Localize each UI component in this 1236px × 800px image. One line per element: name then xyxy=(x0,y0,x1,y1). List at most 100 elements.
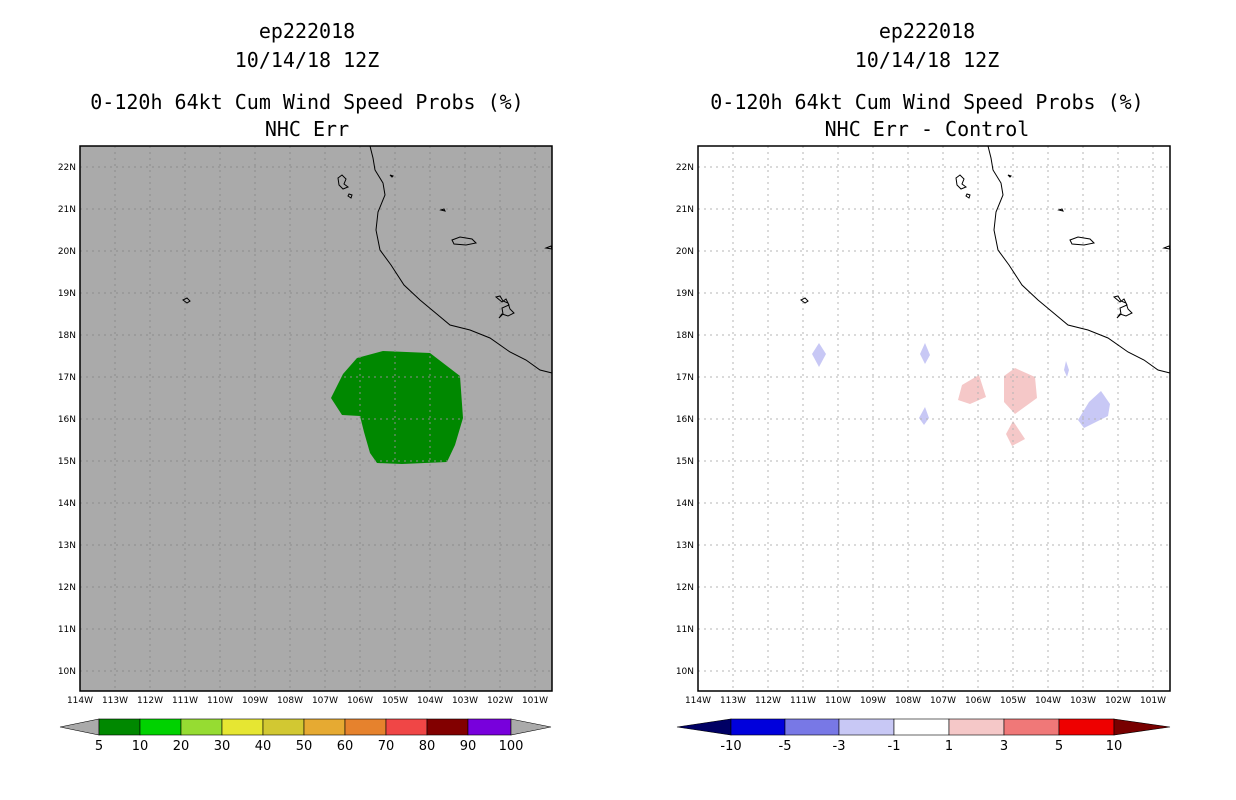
left-colorbar-bin-6 xyxy=(303,718,346,736)
left-map: 22N 21N 20N 19N 18N 17N 16N 15N 14N 13N … xyxy=(58,145,553,754)
right-title: ep222018 10/14/18 12Z xyxy=(647,17,1207,75)
right-map-frame xyxy=(697,145,1171,692)
right-lon-labels: 114W 113W 112W 111W 110W 109W 108W 107W … xyxy=(685,696,1166,706)
right-colorbar-bin-1 xyxy=(730,718,786,736)
right-lat-22: 22N xyxy=(676,163,694,173)
left-lat-10: 10N xyxy=(58,667,76,677)
left-lat-17: 17N xyxy=(58,373,76,383)
right-negative-area-3 xyxy=(919,407,929,425)
left-lon-113: 113W xyxy=(102,696,128,706)
right-positive-area-3 xyxy=(1006,421,1025,446)
left-colorbar-bin-3 xyxy=(180,718,223,736)
left-cb-label-80: 80 xyxy=(419,739,436,754)
right-lon-113: 113W xyxy=(720,696,746,706)
right-lon-101: 101W xyxy=(1140,696,1166,706)
right-lat-21: 21N xyxy=(676,205,694,215)
right-lat-15: 15N xyxy=(676,457,694,467)
right-subtitle-line-1: 0-120h 64kt Cum Wind Speed Probs (%) xyxy=(710,90,1144,114)
left-title-line-1: ep222018 xyxy=(258,19,356,43)
right-lon-111: 111W xyxy=(790,696,816,706)
right-negative-area-2 xyxy=(920,343,930,364)
left-lon-109: 109W xyxy=(242,696,268,706)
right-cb-label-1: 1 xyxy=(945,739,953,754)
right-lon-108: 108W xyxy=(895,696,921,706)
right-colorbar-bin-5 xyxy=(948,718,1005,736)
right-colorbar-labels: -10 -5 -3 -1 1 3 5 10 xyxy=(720,739,1122,754)
right-lat-20: 20N xyxy=(676,247,694,257)
left-lon-103: 103W xyxy=(452,696,478,706)
right-positive-area-1 xyxy=(958,375,986,404)
left-cb-label-20: 20 xyxy=(173,739,190,754)
left-cb-label-90: 90 xyxy=(460,739,477,754)
left-title: ep222018 10/14/18 12Z xyxy=(27,17,587,75)
right-colorbar-high-arrow xyxy=(1113,718,1171,736)
right-colorbar xyxy=(676,718,1171,736)
left-cb-label-40: 40 xyxy=(255,739,272,754)
right-colorbar-low-arrow xyxy=(676,718,732,736)
right-title-line-1: ep222018 xyxy=(878,19,976,43)
left-lat-11: 11N xyxy=(58,625,76,635)
left-lat-15: 15N xyxy=(58,457,76,467)
left-cb-label-5: 5 xyxy=(95,739,103,754)
right-colorbar-bin-3 xyxy=(838,718,895,736)
left-title-line-2: 10/14/18 12Z xyxy=(234,48,380,72)
right-lat-13: 13N xyxy=(676,541,694,551)
left-lat-13: 13N xyxy=(58,541,76,551)
left-lon-112: 112W xyxy=(137,696,163,706)
right-colorbar-bin-2 xyxy=(784,718,840,736)
right-colorbar-bin-6 xyxy=(1003,718,1060,736)
right-title-line-2: 10/14/18 12Z xyxy=(854,48,1000,72)
left-lat-21: 21N xyxy=(58,205,76,215)
left-colorbar-high-arrow xyxy=(510,718,552,736)
right-lat-14: 14N xyxy=(676,499,694,509)
left-lat-16: 16N xyxy=(58,415,76,425)
right-cb-label-10: 10 xyxy=(1106,739,1123,754)
left-lon-108: 108W xyxy=(277,696,303,706)
left-colorbar-low-arrow xyxy=(59,718,100,736)
left-lat-20: 20N xyxy=(58,247,76,257)
right-cb-label-5: 5 xyxy=(1055,739,1063,754)
left-colorbar-bin-7 xyxy=(344,718,387,736)
left-colorbar-bin-10 xyxy=(467,718,512,736)
left-cb-label-50: 50 xyxy=(296,739,313,754)
right-negative-area-5 xyxy=(1064,361,1069,377)
right-lat-10: 10N xyxy=(676,667,694,677)
left-lon-105: 105W xyxy=(382,696,408,706)
left-lon-110: 110W xyxy=(207,696,233,706)
right-lon-107: 107W xyxy=(930,696,956,706)
right-lon-110: 110W xyxy=(825,696,851,706)
left-lon-102: 102W xyxy=(487,696,513,706)
right-lat-19: 19N xyxy=(676,289,694,299)
left-lon-114: 114W xyxy=(67,696,93,706)
left-colorbar-labels: 5 10 20 30 40 50 60 70 80 90 100 xyxy=(95,739,524,754)
left-gridlines xyxy=(80,146,552,691)
right-lon-105: 105W xyxy=(1000,696,1026,706)
right-lat-16: 16N xyxy=(676,415,694,425)
right-cb-label-m1: -1 xyxy=(888,739,901,754)
left-cb-label-30: 30 xyxy=(214,739,231,754)
right-map: 22N 21N 20N 19N 18N 17N 16N 15N 14N 13N … xyxy=(676,145,1171,754)
right-colorbar-bin-7 xyxy=(1058,718,1115,736)
left-colorbar-bin-5 xyxy=(262,718,305,736)
right-cb-label-m3: -3 xyxy=(833,739,846,754)
left-cb-label-70: 70 xyxy=(378,739,395,754)
right-lat-labels: 22N 21N 20N 19N 18N 17N 16N 15N 14N 13N … xyxy=(676,163,694,677)
right-cb-label-m10: -10 xyxy=(720,739,741,754)
left-lon-104: 104W xyxy=(417,696,443,706)
right-subtitle-line-2: NHC Err - Control xyxy=(824,117,1030,141)
right-lat-12: 12N xyxy=(676,583,694,593)
left-lon-101: 101W xyxy=(522,696,548,706)
left-coastline xyxy=(182,145,553,374)
right-subtitle: 0-120h 64kt Cum Wind Speed Probs (%) NHC… xyxy=(647,89,1207,143)
right-lon-106: 106W xyxy=(965,696,991,706)
left-subtitle-line-2: NHC Err xyxy=(264,117,350,141)
left-colorbar-bin-4 xyxy=(221,718,264,736)
left-colorbar-bin-9 xyxy=(426,718,469,736)
right-lat-17: 17N xyxy=(676,373,694,383)
left-map-frame xyxy=(79,145,553,692)
left-lon-106: 106W xyxy=(347,696,373,706)
left-colorbar-bin-2 xyxy=(139,718,182,736)
left-lat-19: 19N xyxy=(58,289,76,299)
right-negative-area-1 xyxy=(812,343,826,367)
right-cb-label-m5: -5 xyxy=(779,739,792,754)
